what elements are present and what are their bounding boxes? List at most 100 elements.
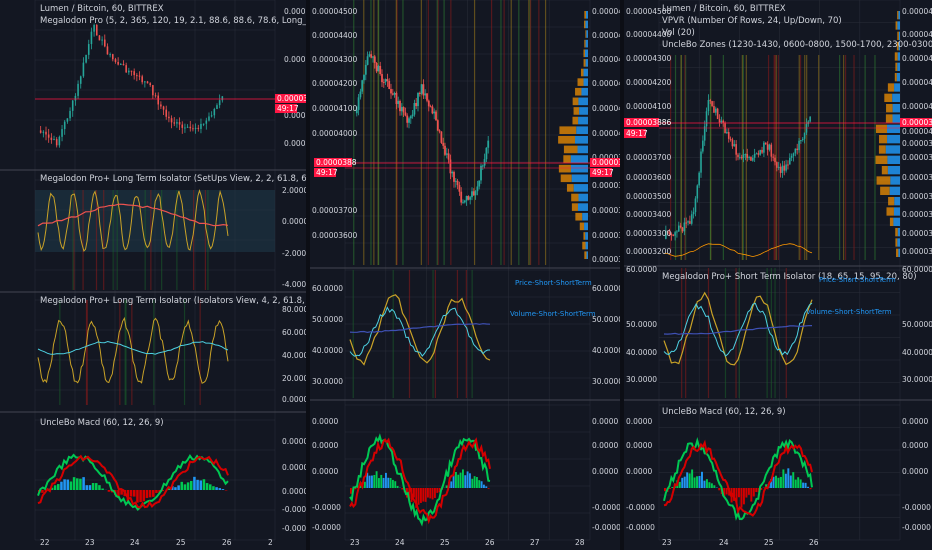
macd-bar xyxy=(148,490,152,498)
candle-body xyxy=(467,195,470,200)
candle-body xyxy=(471,191,473,198)
macd-bar xyxy=(466,471,469,488)
chart-right-canvas[interactable] xyxy=(624,0,932,550)
chart-middle-canvas[interactable] xyxy=(310,0,620,550)
candle-body xyxy=(478,180,481,187)
candle-body xyxy=(168,116,170,119)
indicator-line xyxy=(349,306,490,357)
macd-bar xyxy=(483,484,485,488)
macd-bar xyxy=(378,478,380,488)
vpvr-bar-down xyxy=(583,49,585,58)
candle-body xyxy=(39,130,42,133)
macd-bar xyxy=(696,476,699,488)
candle-body xyxy=(781,165,784,173)
vpvr-bar-down xyxy=(886,207,894,216)
candle-body xyxy=(93,24,95,32)
candle-body xyxy=(685,222,687,224)
candle-body xyxy=(103,39,106,47)
macd-bar xyxy=(50,487,54,490)
macd-bar xyxy=(664,488,666,492)
vpvr-bar-up xyxy=(887,166,900,175)
macd-bar xyxy=(438,488,441,493)
vpvr-bar-up xyxy=(898,11,900,20)
candle-body xyxy=(759,149,761,155)
macd-bar xyxy=(91,483,95,490)
candle-body xyxy=(372,56,374,58)
vpvr-bar-down xyxy=(895,21,898,30)
macd-bar xyxy=(60,481,63,490)
candle-body xyxy=(445,153,448,155)
macd-bar xyxy=(424,488,427,502)
candle-body xyxy=(53,139,55,141)
vpvr-bar-down xyxy=(884,93,893,102)
candle-body xyxy=(47,134,50,138)
macd-bar xyxy=(429,488,432,499)
candle-body xyxy=(373,56,376,63)
macd-bar xyxy=(53,485,57,490)
macd-bar xyxy=(683,476,686,488)
chart-left-canvas[interactable] xyxy=(0,0,306,550)
macd-bar xyxy=(139,490,142,503)
candle-body xyxy=(205,120,208,124)
candle-body xyxy=(766,144,769,150)
candle-body xyxy=(453,171,455,182)
vpvr-bar-up xyxy=(892,93,900,102)
vpvr-bar-up xyxy=(582,212,588,221)
candle-body xyxy=(451,171,454,174)
candle-body xyxy=(218,100,221,106)
chart-right[interactable]: Lumen / Bitcoin, 60, BITTREX VPVR (Numbe… xyxy=(624,0,932,550)
candle-body xyxy=(444,145,446,155)
macd-bar xyxy=(63,479,66,490)
macd-bar xyxy=(772,476,775,488)
vpvr-bar-down xyxy=(875,124,888,133)
candle-body xyxy=(702,140,704,152)
vpvr-bar-up xyxy=(581,87,588,96)
macd-bar xyxy=(686,472,689,488)
macd-bar xyxy=(703,480,706,488)
candle-body xyxy=(90,31,93,45)
vpvr-bar-up xyxy=(570,155,588,163)
vpvr-bar-down xyxy=(897,11,899,20)
macd-bar xyxy=(41,490,44,493)
candle-body xyxy=(181,124,184,128)
vpvr-bar-down xyxy=(571,203,578,211)
candle-body xyxy=(720,120,723,123)
candle-body xyxy=(709,100,712,102)
vpvr-bar-down xyxy=(881,166,888,175)
chart-middle[interactable]: 0.00004500 0.00004400 0.00004300 0.00004… xyxy=(310,0,620,550)
macd-bar xyxy=(434,488,436,498)
macd-bar xyxy=(693,477,696,488)
candle-body xyxy=(361,80,364,92)
vpvr-bar-up xyxy=(573,184,588,192)
macd-bar xyxy=(473,476,476,488)
vpvr-bar-up xyxy=(897,62,900,71)
candle-body xyxy=(440,131,443,143)
vpvr-bar-up xyxy=(585,20,588,29)
indicator-line xyxy=(349,437,491,525)
candle-body xyxy=(785,164,787,171)
candle-body xyxy=(666,230,669,234)
candle-body xyxy=(154,95,157,97)
candle-body xyxy=(63,121,66,130)
candle-body xyxy=(796,148,798,151)
vpvr-bar-up xyxy=(586,251,588,259)
macd-bar xyxy=(797,477,800,488)
candle-body xyxy=(692,212,695,215)
macd-bar xyxy=(199,480,203,490)
vpvr-bar-up xyxy=(583,68,588,77)
vpvr-bar-down xyxy=(888,197,895,206)
macd-bar xyxy=(221,489,225,490)
macd-bar xyxy=(710,483,713,488)
macd-bar xyxy=(174,487,177,490)
macd-bar xyxy=(401,488,404,490)
vpvr-bar-up xyxy=(898,248,900,257)
candle-body xyxy=(388,81,391,90)
chart-left[interactable]: Lumen / Bitcoin, 60, BITTREX Megalodon P… xyxy=(0,0,306,550)
candle-body xyxy=(128,70,130,73)
candle-body xyxy=(66,118,69,122)
vpvr-bar-up xyxy=(885,145,900,154)
candle-body xyxy=(87,44,90,55)
candle-body xyxy=(375,62,378,72)
macd-bar xyxy=(782,469,785,488)
candle-body xyxy=(424,93,427,96)
